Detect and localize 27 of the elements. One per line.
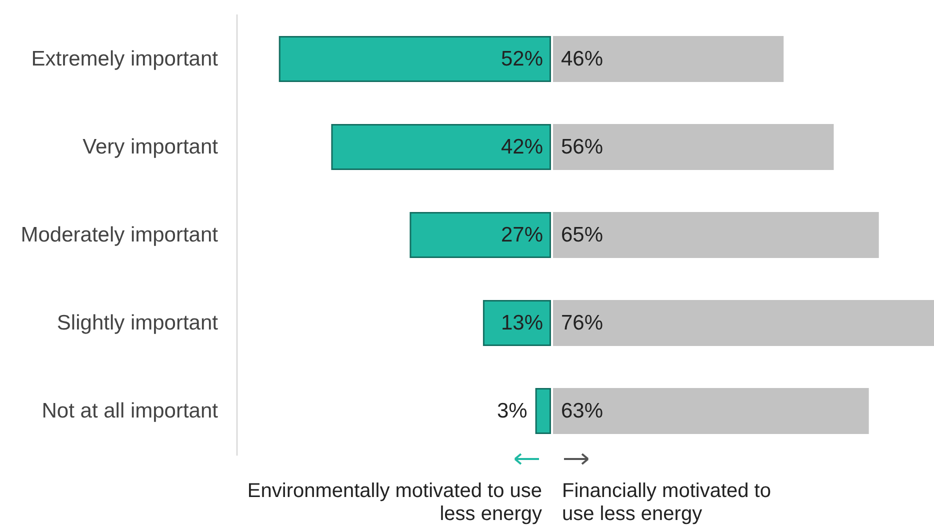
bar: [482, 300, 551, 346]
bar: [553, 124, 834, 170]
data-label: 46%: [561, 48, 604, 70]
bar: [553, 388, 869, 434]
data-label: 56%: [561, 136, 604, 158]
bar: [535, 388, 551, 434]
text: Environmentally motivated to use less energy: [246, 480, 542, 526]
bar: [410, 212, 551, 258]
y-tick-label: Very important: [82, 136, 218, 158]
data-label: 63%: [561, 400, 604, 422]
bar: [553, 36, 784, 82]
data-label: 3%: [496, 400, 528, 422]
data-label: 27%: [500, 224, 543, 246]
data-label: 52%: [500, 48, 543, 70]
y-tick-label: Slightly important: [56, 312, 218, 334]
bar: [278, 36, 551, 82]
text: Financially motivated to use less energy: [562, 480, 772, 526]
y-tick-label: Moderately important: [20, 224, 218, 246]
y-tick-label: Extremely important: [31, 48, 218, 70]
bar: [553, 212, 879, 258]
data-label: 42%: [500, 136, 543, 158]
bar: [553, 300, 934, 346]
data-label: 76%: [561, 312, 604, 334]
bar: [331, 124, 551, 170]
data-label: 65%: [561, 224, 604, 246]
data-label: 13%: [500, 312, 543, 334]
y-tick-label: Not at all important: [42, 400, 218, 422]
